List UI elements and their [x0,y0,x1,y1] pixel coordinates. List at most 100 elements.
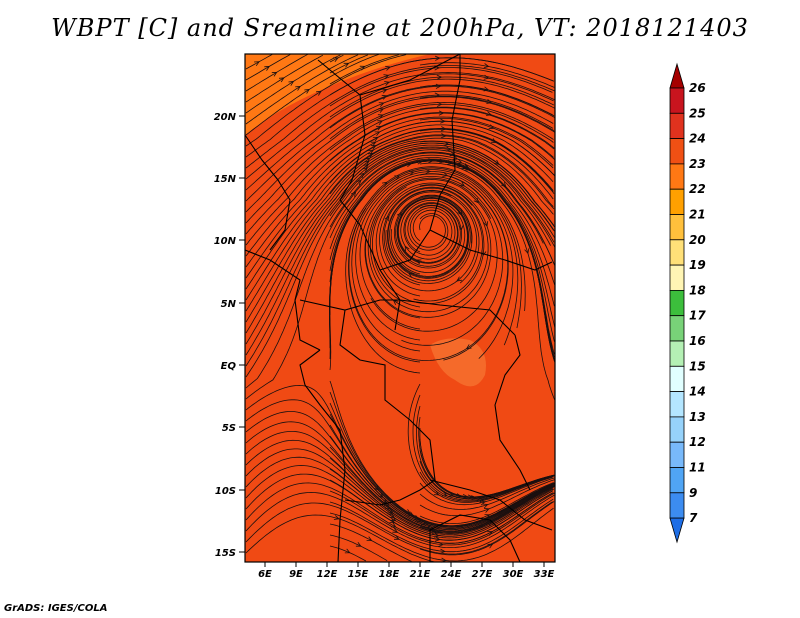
streamline [419,485,556,534]
lon-label: 15E [348,569,369,580]
country-border [379,54,461,271]
streamline [245,101,554,235]
streamline-arrow [483,508,490,513]
streamline-arrow [440,133,447,139]
colorbar-segment [669,214,685,241]
streamline-arrow [486,111,492,116]
streamline-arrow [366,536,373,542]
streamline [329,507,554,562]
colorbar-label: 9 [689,486,697,500]
streamline-arrow [524,248,530,255]
map-frame [244,53,556,563]
lon-label: 24E [441,569,462,580]
colorbar-label: 15 [689,359,706,373]
lat-label: 15N [214,174,237,185]
country-border [344,419,436,506]
lon-label: 21E [410,569,431,580]
colorbar-label: 19 [689,258,706,272]
streamline-arrow [343,62,350,68]
longitude-axis: 6E 9E 12E 15E 18E 21E 24E 27E 30E 33E [258,562,555,580]
streamline-arrow [438,110,445,116]
streamline [245,57,555,158]
streamline-arrow [442,172,449,177]
streamline-arrow [478,498,485,503]
streamline [245,54,341,114]
colorbar-segment [669,441,685,468]
lat-label: 5S [222,423,236,434]
streamline-arrow [490,138,497,143]
streamline [419,492,554,544]
streamline-arrow [288,80,295,86]
streamline-arrow [367,152,374,158]
map-title: WBPT [C] and Sreamline at 200hPa, VT: 20… [51,14,749,42]
streamline-arrow [389,518,396,524]
streamline [245,142,554,356]
streamline-arrow [467,494,474,500]
streamline-arrow [408,272,414,278]
streamline [245,54,291,81]
country-border [317,59,401,331]
streamline-arrow [350,191,357,197]
streamline-arrow [378,102,385,107]
streamline-arrow [376,125,382,131]
colorbar-label: 17 [689,309,706,323]
streamline [329,435,555,530]
country-border [244,134,291,251]
streamline [245,465,555,539]
colorbar-segment [669,365,685,392]
colorbar-segment [669,467,685,494]
streamline [245,112,554,257]
country-border [429,514,521,563]
colorbar-label: 13 [689,410,706,424]
streamline-arrow [440,126,447,132]
streamline-arrow [381,94,388,100]
streamline-arrow [481,250,487,257]
streamline-arrow [406,162,413,168]
streamline [329,54,344,63]
colorbar-segment [669,391,685,418]
footer-credit: GrADS: IGES/COLA [4,603,108,614]
streamline-arrow [483,63,490,69]
colorbar-label: 24 [689,132,706,146]
streamline-arrow [372,136,379,142]
lat-label: 20N [214,112,237,123]
streamline-arrow [377,120,384,125]
streamline [245,144,556,367]
streamline [245,84,555,202]
lon-label: 27E [472,569,493,580]
colorbar-label: 21 [689,208,706,222]
streamline-arrow [264,65,271,71]
streamline-arrow [473,197,480,204]
streamline [245,128,554,301]
streamline-arrow [483,221,489,227]
streamline-arrow [487,520,494,526]
streamline [245,107,555,246]
streamline-arrow [475,496,482,502]
streamline-arrow [383,74,390,80]
colorbar-segment [669,112,685,140]
colorbar-segment [669,87,685,114]
colorbar-label: 23 [689,157,706,171]
country-border [429,229,553,271]
country-border [429,479,553,531]
streamline [245,116,554,268]
streamline-arrow [384,215,390,222]
colorbar-label: 16 [689,334,706,348]
streamline [329,151,555,265]
streamline-arrow [433,490,440,496]
colorbar-arrow-top [669,62,685,89]
streamline-arrow [278,77,285,83]
streamline [245,72,555,180]
streamline-arrow [377,114,384,119]
streamline-arrow [381,181,388,187]
warm-patch-congo [430,338,486,387]
colorbar-segment [669,289,685,317]
streamline [329,54,399,85]
streamline-arrow [374,131,381,137]
streamline-arrow [487,543,494,549]
streamline-arrow [368,149,375,155]
lon-label: 12E [317,569,338,580]
streamline [329,112,555,162]
streamline [329,76,554,118]
streamlines [245,53,556,563]
